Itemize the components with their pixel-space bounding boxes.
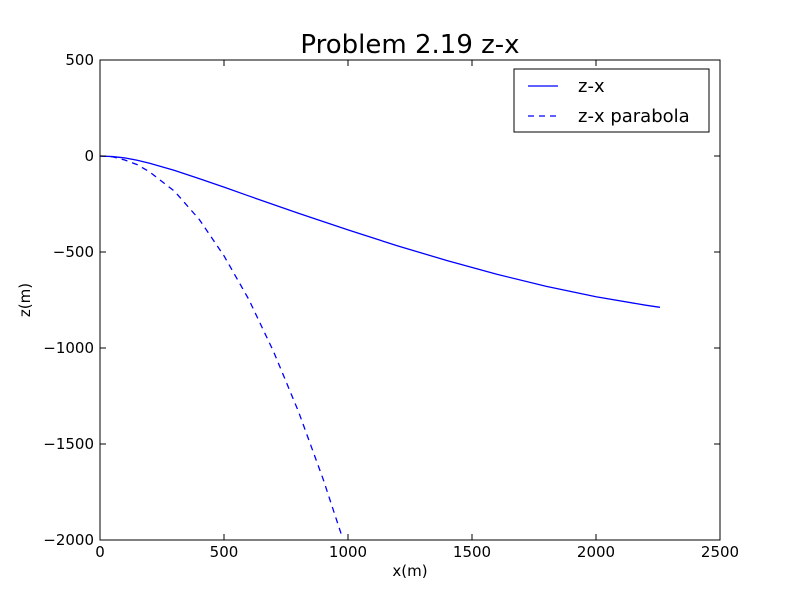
x-tick-label: 0: [95, 543, 105, 561]
series-line-z-x-parabola: [100, 155, 344, 539]
y-tick-label: −2000: [43, 531, 94, 549]
y-axis-label: z(m): [16, 283, 34, 317]
legend-box: [513, 68, 710, 133]
y-tick-label: −1000: [43, 339, 94, 357]
legend: z-x z-x parabola: [513, 68, 710, 133]
x-tick-label: 500: [210, 543, 239, 561]
legend-label-z-x: z-x: [578, 76, 605, 97]
y-tick-label: 0: [84, 147, 94, 165]
axes-frame: [99, 59, 721, 541]
x-tick-label: 2500: [701, 543, 739, 561]
legend-label-z-x-parabola: z-x parabola: [578, 106, 690, 127]
series-layer: [100, 155, 661, 539]
y-tick-label: −500: [53, 243, 94, 261]
ticks-layer: 0 500 1000 1500 2000 2500 500 0 −500 −1000 −1500 −2…: [43, 51, 739, 561]
y-tick-label: −1500: [43, 435, 94, 453]
x-tick-label: 1000: [329, 543, 367, 561]
chart-title: Problem 2.19 z-x: [300, 30, 519, 60]
x-axis-label: x(m): [392, 562, 427, 580]
series-line-z-x: [100, 155, 661, 308]
x-tick-label: 1500: [453, 543, 491, 561]
y-tick-label: 500: [65, 51, 94, 69]
x-tick-label: 2000: [577, 543, 615, 561]
